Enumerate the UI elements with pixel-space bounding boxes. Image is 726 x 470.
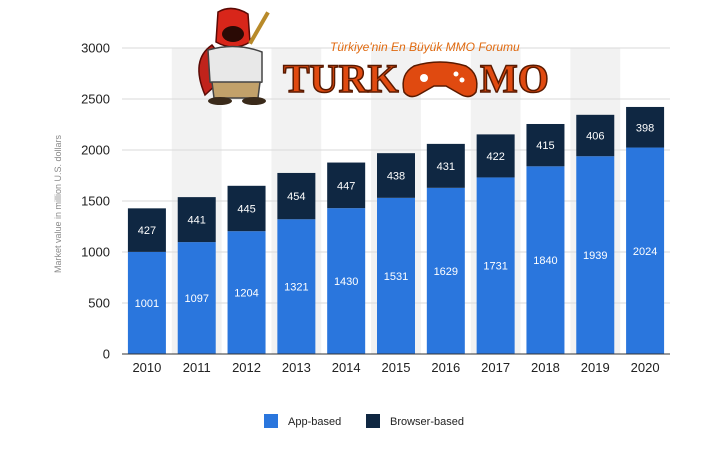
data-label: 438 — [387, 171, 405, 183]
x-tick-label: 2018 — [531, 360, 560, 375]
bar-browser-based-2014 — [327, 162, 366, 209]
legend-swatch-browser-based — [366, 414, 380, 428]
bar-app-based-2018 — [526, 166, 565, 354]
legend-swatch-app-based — [264, 414, 278, 428]
data-label: 398 — [636, 122, 654, 134]
bar-browser-based-2010 — [127, 208, 166, 252]
gamepad-icon — [402, 61, 478, 98]
bar-app-based-2011 — [177, 242, 216, 354]
y-tick-label: 1000 — [81, 245, 110, 260]
x-tick-label: 2019 — [581, 360, 610, 375]
bar-browser-based-2018 — [526, 123, 565, 167]
bar-app-based-2014 — [327, 208, 366, 354]
x-tick-label: 2010 — [132, 360, 161, 375]
legend: App-based Browser-based — [264, 414, 464, 428]
data-label: 445 — [237, 203, 255, 215]
bar-browser-based-2015 — [377, 153, 415, 198]
x-tick-label: 2011 — [183, 360, 211, 375]
bar-app-based-2017 — [476, 177, 515, 354]
x-tick-label: 2017 — [481, 360, 510, 375]
x-tick-label: 2016 — [431, 360, 460, 375]
watermark-logo: Türkiye'nin En Büyük MMO Forumu TURK MO — [198, 7, 550, 105]
y-tick-label: 3000 — [81, 41, 110, 56]
bar-browser-based-2013 — [277, 172, 316, 220]
data-label: 406 — [586, 131, 604, 143]
logo-tagline: Türkiye'nin En Büyük MMO Forumu — [330, 40, 520, 54]
y-tick-label: 500 — [88, 296, 110, 311]
data-label: 427 — [138, 225, 156, 237]
data-label: 1321 — [284, 282, 308, 294]
data-label: 415 — [536, 140, 554, 152]
y-tick-label: 2000 — [81, 143, 110, 158]
bar-browser-based-2019 — [576, 114, 615, 157]
y-axis-label: Market value in million U.S. dollars — [53, 134, 63, 273]
data-label: 1939 — [583, 250, 607, 262]
data-label: 1731 — [483, 261, 507, 273]
data-label: 447 — [337, 180, 355, 192]
bar-app-based-2015 — [377, 197, 415, 354]
data-label: 1531 — [384, 271, 408, 283]
data-label: 1430 — [334, 276, 358, 288]
data-label: 454 — [287, 191, 305, 203]
data-label: 1629 — [434, 266, 458, 278]
x-tick-label: 2012 — [232, 360, 261, 375]
logo-wordmark-left: TURK — [283, 56, 399, 101]
bar-app-based-2016 — [426, 187, 465, 354]
bar-app-based-2013 — [277, 219, 316, 354]
data-label: 422 — [486, 151, 504, 163]
bar-browser-based-2020 — [626, 106, 665, 148]
data-label: 1840 — [533, 255, 557, 267]
legend-label-app-based: App-based — [288, 416, 341, 428]
data-label: 1001 — [135, 298, 159, 310]
data-label: 431 — [437, 161, 455, 173]
hooded-mascot-icon — [198, 7, 270, 105]
x-tick-label: 2014 — [332, 360, 361, 375]
x-tick-label: 2020 — [631, 360, 660, 375]
bar-browser-based-2016 — [426, 143, 465, 188]
y-tick-label: 0 — [103, 347, 110, 362]
bar-app-based-2020 — [626, 147, 665, 354]
bar-browser-based-2017 — [476, 134, 515, 178]
data-label: 1204 — [234, 288, 258, 300]
data-label: 1097 — [184, 293, 208, 305]
bar-app-based-2012 — [227, 231, 266, 354]
data-labels: 1001 427 1097 441 1204 445 1321 454 1430 447 1531 4… — [135, 122, 658, 310]
x-tick-label: 2015 — [382, 360, 411, 375]
x-tick-label: 2013 — [282, 360, 311, 375]
logo-wordmark-right: MO — [480, 56, 549, 101]
bar-app-based-2019 — [576, 156, 615, 354]
data-label: 2024 — [633, 246, 657, 258]
bar-app-based-2010 — [127, 251, 166, 354]
bar-browser-based-2012 — [227, 185, 266, 232]
y-tick-label: 1500 — [81, 194, 110, 209]
y-tick-label: 2500 — [81, 92, 110, 107]
legend-label-browser-based: Browser-based — [390, 416, 464, 428]
bars — [127, 106, 665, 354]
data-label: 441 — [188, 215, 206, 227]
axes: 0 500 1000 1500 2000 2500 3000 2010 2011 2012 2013… — [81, 41, 670, 375]
bar-browser-based-2011 — [177, 197, 216, 243]
